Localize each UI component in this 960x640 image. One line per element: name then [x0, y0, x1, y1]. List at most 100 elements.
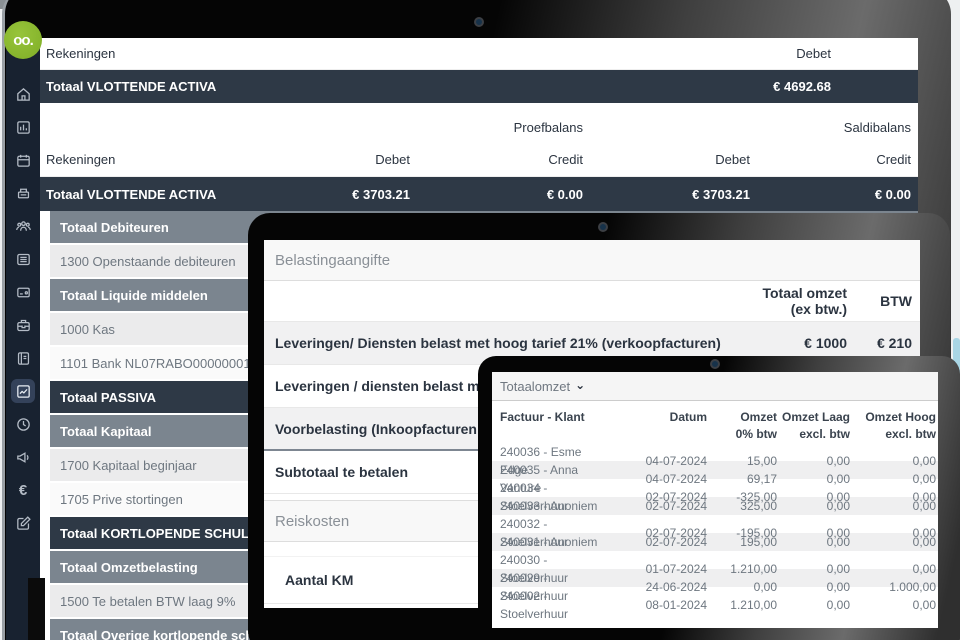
- total-debet-1: € 3703.21: [352, 186, 410, 202]
- tax-row-btw: € 210: [876, 335, 912, 351]
- calendar-icon[interactable]: [11, 148, 35, 172]
- account-row-label: Totaal Liquide middelen: [60, 287, 208, 303]
- revenue-cell-omzet-hoog: 1.000,00: [889, 580, 936, 594]
- col-credit-2: Credit: [876, 151, 911, 167]
- revenue-cell-invoice-client: 240036 - Esme Edge: [500, 445, 582, 477]
- revenue-cell-date: 02-07-2024: [645, 535, 707, 549]
- revenue-cell-omzet-0: 69,17: [746, 472, 777, 486]
- revenue-row[interactable]: 240036 - Esme Edge 04-07-2024 15,00 0,00 0,0…: [492, 443, 938, 477]
- tax-row-label: Subtotaal te betalen: [275, 464, 409, 480]
- col-rekeningen: Rekeningen: [46, 151, 116, 167]
- col-debet-1: Debet: [375, 151, 410, 167]
- col-totaal-omzet: Totaal omzet (ex btw.): [762, 285, 847, 317]
- revenue-cell-omzet-hoog: 0,00: [912, 499, 936, 513]
- revenue-row[interactable]: 240029 - Stoelverhuur 24-06-2024 0,00 0,00 1…: [492, 569, 938, 603]
- revenue-cell-omzet-0: 15,00: [746, 454, 777, 468]
- euro-icon[interactable]: €: [18, 481, 28, 499]
- account-row-label: Totaal Debiteuren: [60, 219, 169, 235]
- journal-icon[interactable]: [11, 346, 35, 370]
- camera-dot: [712, 361, 718, 367]
- revenue-cell-invoice-client: 240029 - Stoelverhuur: [500, 571, 569, 603]
- revenue-row[interactable]: 240033 - Anoniem 02-07-2024 325,00 0,00 0,00: [492, 497, 938, 515]
- account-row-label: 1101 Bank NL07RABO0000000186 (B: [60, 355, 282, 371]
- revenue-col-header: Datum: [669, 410, 707, 424]
- revenue-cell-omzet-0: -195,00: [736, 526, 777, 540]
- total-row-proefbalans: Totaal VLOTTENDE ACTIVA € 3703.21 € 0.00…: [40, 177, 918, 211]
- revenue-row[interactable]: 240002 - Stoelverhuur 08-01-2024 1.210,00 0…: [492, 587, 938, 621]
- app-sidebar: €: [6, 38, 40, 640]
- revenue-cell-omzet-laag: 0,00: [826, 526, 850, 540]
- revenue-cell-omzet-hoog: 0,00: [912, 526, 936, 540]
- revenue-cell-omzet-laag: 0,00: [826, 535, 850, 549]
- revenue-cell-date: 02-07-2024: [645, 526, 707, 540]
- revenue-cell-invoice-client: 240033 - Anoniem: [500, 499, 598, 513]
- home-icon[interactable]: [11, 82, 35, 106]
- revenue-cell-omzet-0: 1.210,00: [730, 598, 777, 612]
- revenue-cell-date: 04-07-2024: [645, 472, 707, 486]
- account-row-label: 1705 Prive stortingen: [60, 491, 183, 507]
- revenue-cell-omzet-hoog: 0,00: [912, 562, 936, 576]
- revenue-row[interactable]: 240030 - Stoelverhuur 01-07-2024 1.210,00 0…: [492, 551, 938, 585]
- revenue-cell-invoice-client: 240032 - Stoelverhuur: [500, 517, 569, 549]
- group-header-saldibalans: Saldibalans: [843, 119, 911, 135]
- tax-screen-title: Belastingaangifte: [264, 240, 920, 281]
- line-chart-icon[interactable]: [11, 379, 35, 403]
- list-icon[interactable]: [11, 247, 35, 271]
- total-label: Totaal VLOTTENDE ACTIVA: [46, 186, 217, 202]
- revenue-cell-invoice-client: 240002 - Stoelverhuur: [500, 589, 569, 621]
- revenue-cell-omzet-laag: 0,00: [826, 562, 850, 576]
- revenue-row[interactable]: 240035 - Anna Vanture 04-07-2024 69,17 0,00…: [492, 461, 938, 495]
- revenue-cell-omzet-hoog: 0,00: [912, 472, 936, 486]
- revenue-cell-omzet-hoog: 0,00: [912, 490, 936, 504]
- revenue-col-header: 0% btw: [735, 427, 777, 441]
- revenue-table-body: 240036 - Esme Edge 04-07-2024 15,00 0,00 0,0…: [492, 443, 938, 621]
- col-btw: BTW: [880, 293, 912, 309]
- megaphone-icon[interactable]: [11, 445, 35, 469]
- tax-row-label: Voorbelasting (Inkoopfacturen: [275, 420, 477, 437]
- account-row-label: Totaal PASSIVA: [60, 389, 157, 405]
- table-header-row: Rekeningen Debet: [40, 38, 918, 70]
- revenue-cell-omzet-0: -325,00: [736, 490, 777, 504]
- revenue-row[interactable]: 240034 - Stoelverhuur 02-07-2024 -325,00 0,…: [492, 479, 938, 513]
- revenue-cell-date: 01-07-2024: [645, 562, 707, 576]
- account-row-label: Totaal Kapitaal: [60, 423, 152, 439]
- revenue-col-header: excl. btw: [885, 427, 936, 441]
- brand-logo[interactable]: oo.: [4, 21, 42, 59]
- revenue-cell-invoice-client: 240031 - Anoniem: [500, 535, 598, 549]
- briefcase-icon[interactable]: [11, 313, 35, 337]
- revenue-cell-omzet-0: 1.210,00: [730, 562, 777, 576]
- col-debet-2: Debet: [715, 151, 750, 167]
- device-shadow: [28, 578, 45, 640]
- users-icon[interactable]: [11, 214, 35, 238]
- account-row-label: Totaal Omzetbelasting: [60, 559, 198, 575]
- revenue-col-header: excl. btw: [799, 427, 850, 441]
- edit-icon[interactable]: [11, 511, 35, 535]
- revenue-cell-omzet-hoog: 0,00: [912, 454, 936, 468]
- column-header-debet: Debet: [796, 46, 831, 61]
- revenue-cell-omzet-laag: 0,00: [826, 454, 850, 468]
- printer-icon[interactable]: [11, 181, 35, 205]
- account-row-label: 1300 Openstaande debiteuren: [60, 253, 236, 269]
- total-row-vlottende-activa: Totaal VLOTTENDE ACTIVA € 4692.68: [40, 70, 918, 103]
- revenue-cell-date: 04-07-2024: [645, 454, 707, 468]
- revenue-row[interactable]: 240032 - Stoelverhuur 02-07-2024 -195,00 0,…: [492, 515, 938, 549]
- revenue-cell-date: 02-07-2024: [645, 499, 707, 513]
- revenue-cell-omzet-laag: 0,00: [826, 490, 850, 504]
- total-value: € 4692.68: [773, 79, 831, 94]
- revenue-cell-date: 08-01-2024: [645, 598, 707, 612]
- revenue-col-header: Omzet Laag: [781, 410, 850, 424]
- revenue-cell-date: 02-07-2024: [645, 490, 707, 504]
- revenue-row[interactable]: 240031 - Anoniem 02-07-2024 195,00 0,00 0,00: [492, 533, 938, 551]
- bank-card-icon[interactable]: [11, 280, 35, 304]
- chevron-down-icon: ⌄: [575, 377, 586, 392]
- account-row-label: 1700 Kapitaal beginjaar: [60, 457, 197, 473]
- clock-icon[interactable]: [11, 412, 35, 436]
- revenue-cell-omzet-0: 195,00: [740, 535, 777, 549]
- bar-chart-icon[interactable]: [11, 115, 35, 139]
- revenue-cell-omzet-0: 0,00: [753, 580, 777, 594]
- revenue-cell-omzet-0: 325,00: [740, 499, 777, 513]
- revenue-col-header: [610, 426, 707, 443]
- revenue-cell-omzet-hoog: 0,00: [912, 598, 936, 612]
- totaalomzet-dropdown[interactable]: Totaalomzet ⌄: [492, 372, 938, 401]
- camera-dot: [600, 224, 606, 230]
